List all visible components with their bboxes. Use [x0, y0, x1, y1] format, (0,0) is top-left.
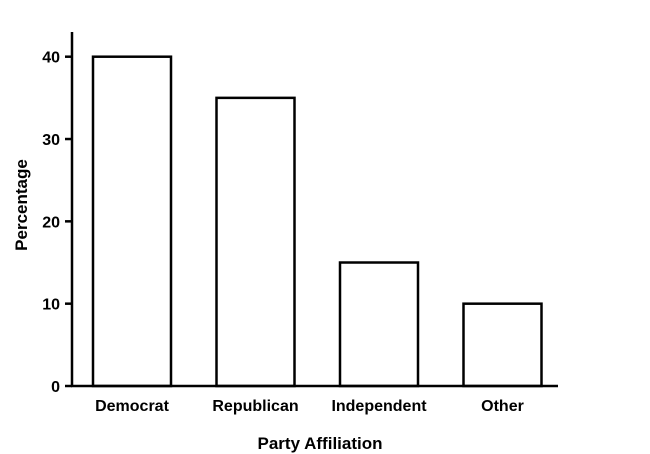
- y-tick-label: 30: [42, 132, 60, 149]
- x-axis-title: Party Affiliation: [258, 434, 383, 453]
- bar-other: [462, 302, 543, 388]
- x-axis: Democrat Republican Independent Other: [71, 384, 558, 415]
- x-tick-label: Independent: [331, 398, 427, 415]
- y-tick-label: 20: [42, 214, 60, 231]
- y-axis: 0 10 20 30 40: [42, 32, 74, 396]
- y-tick-label: 40: [42, 50, 60, 67]
- x-tick-label: Republican: [212, 398, 298, 415]
- x-tick-label: Other: [481, 398, 524, 415]
- bar-independent: [338, 261, 420, 388]
- y-axis-title: Percentage: [12, 159, 31, 251]
- y-tick-label: 0: [51, 379, 60, 396]
- x-tick-label: Democrat: [95, 398, 169, 415]
- bar-republican: [215, 96, 296, 388]
- bars-group: [91, 55, 543, 388]
- bar-democrat: [91, 55, 173, 388]
- y-tick-label: 10: [42, 297, 60, 314]
